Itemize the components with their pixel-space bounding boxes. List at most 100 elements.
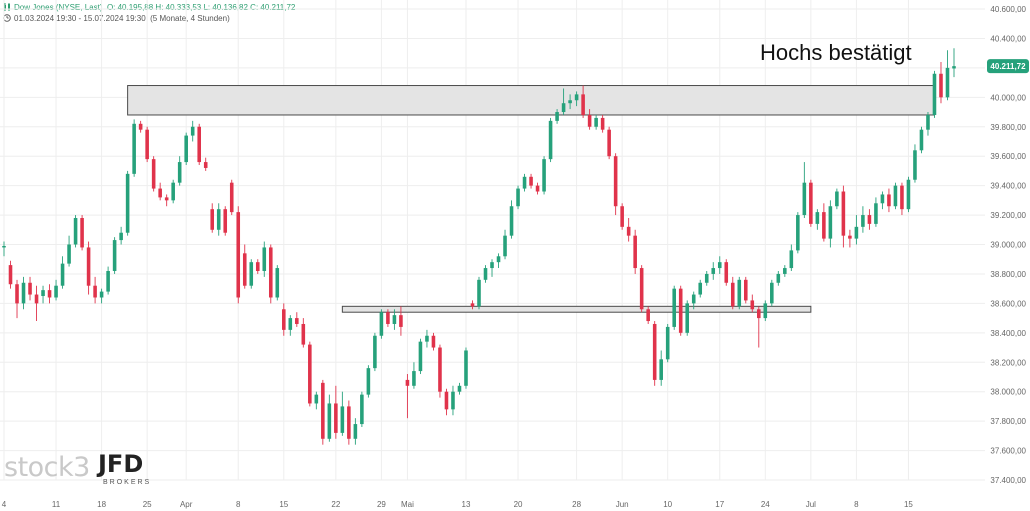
- candle-body-up: [451, 391, 455, 410]
- candle-body-up: [952, 66, 956, 69]
- candle-body-down: [470, 303, 475, 307]
- candle-body-up: [945, 67, 950, 98]
- candle-body-down: [646, 309, 650, 322]
- candle-body-up: [516, 188, 520, 207]
- candle-body-up: [73, 218, 78, 245]
- y-tick-label: 40.600,00: [990, 5, 1026, 14]
- candle-body-down: [197, 126, 201, 163]
- candle-body-up: [522, 176, 527, 189]
- candle-body-down: [145, 129, 149, 160]
- candle-body-up: [783, 268, 787, 274]
- y-tick-label: 37.800,00: [990, 417, 1026, 426]
- candle-body-down: [613, 156, 618, 207]
- candle-body-up: [249, 262, 254, 286]
- candle-body-down: [841, 191, 846, 236]
- candle-body-up: [464, 350, 468, 386]
- stock3-logo-text: stock3: [4, 452, 90, 483]
- candle-body-down: [607, 129, 611, 157]
- candle-body-up: [41, 290, 45, 297]
- candle-body-down: [295, 318, 299, 324]
- y-tick-label: 40.400,00: [990, 34, 1026, 43]
- x-tick-label: 24: [761, 500, 770, 509]
- y-tick-label: 38.000,00: [990, 388, 1026, 397]
- resistance-zone: [127, 85, 935, 116]
- candle-body-down: [678, 288, 683, 333]
- y-tick-label: 37.400,00: [990, 476, 1026, 485]
- candle-body-down: [743, 279, 748, 301]
- candle-body-up: [366, 368, 371, 395]
- candle-body-up: [373, 335, 377, 369]
- y-tick-label: 37.600,00: [990, 447, 1026, 456]
- candle-body-up: [262, 247, 267, 271]
- candle-body-up: [60, 263, 65, 286]
- broker-logo: stock3 JFD BROKERS: [4, 450, 149, 486]
- candle-body-up: [796, 215, 800, 251]
- y-tick-label: 38.800,00: [990, 270, 1026, 279]
- y-tick-label: 40.000,00: [990, 93, 1026, 102]
- candle-body-down: [15, 284, 19, 304]
- candle-body-up: [802, 182, 807, 216]
- candle-body-down: [444, 391, 449, 410]
- candle-body-down: [405, 379, 410, 386]
- candle-body-down: [93, 285, 97, 298]
- last-price-tag: [987, 59, 1029, 74]
- candle-body-down: [399, 315, 403, 327]
- candle-body-up: [412, 371, 416, 386]
- y-tick-label: 39.600,00: [990, 152, 1026, 161]
- candle-body-down: [255, 262, 260, 271]
- candle-body-up: [418, 341, 423, 372]
- candle-body-up: [99, 291, 104, 298]
- candle-body-up: [594, 117, 598, 127]
- candle-body-up: [698, 282, 703, 295]
- instrument-name: Dow Jones (NYSE, Last): [14, 3, 103, 12]
- candle-body-down: [210, 209, 215, 230]
- candle-body-up: [54, 285, 58, 298]
- candle-body-up: [737, 279, 742, 307]
- chart-annotation: Hochs bestätigt: [760, 40, 912, 65]
- candle-body-up: [893, 185, 898, 207]
- candle-body-down: [757, 309, 761, 319]
- date-range: 01.03.2024 19:30 - 15.07.2024 19:30: [14, 14, 146, 23]
- candle-body-up: [568, 100, 572, 104]
- x-tick-label: 8: [236, 500, 241, 509]
- candle-body-up: [906, 179, 911, 210]
- candle-body-up: [457, 385, 462, 392]
- x-tick-label: 13: [462, 500, 471, 509]
- candle-body-up: [854, 226, 859, 239]
- candle-body-up: [477, 279, 481, 307]
- candle-body-up: [789, 250, 794, 269]
- candle-body-down: [229, 182, 234, 213]
- support-zone: [341, 305, 812, 313]
- candle-body-up: [340, 406, 345, 433]
- candle-body-up: [184, 135, 188, 163]
- x-tick-label: Apr: [180, 500, 193, 509]
- y-tick-label: 39.800,00: [990, 123, 1026, 132]
- candle-body-up: [704, 273, 709, 283]
- candle-body-up: [425, 335, 429, 342]
- candle-body-up: [542, 159, 546, 192]
- y-tick-label: 39.400,00: [990, 182, 1026, 191]
- candle-body-up: [919, 129, 924, 151]
- y-tick-label: 39.200,00: [990, 211, 1026, 220]
- candle-body-down: [242, 253, 247, 286]
- candle-body-up: [770, 282, 774, 304]
- candle-body-down: [138, 123, 143, 130]
- candle-body-up: [171, 182, 175, 201]
- candle-body-down: [750, 300, 755, 310]
- candle-body-up: [672, 288, 676, 327]
- candle-body-down: [282, 309, 286, 330]
- candlestick-icon: [4, 3, 10, 11]
- candle-body-up: [392, 315, 397, 324]
- candle-body-up: [190, 126, 195, 136]
- candle-body-down: [347, 406, 351, 439]
- jfd-logo-text: JFD: [98, 450, 144, 478]
- candle-body-down: [620, 206, 624, 227]
- x-tick-label: 10: [663, 500, 672, 509]
- candle-body-down: [724, 262, 729, 283]
- candle-body-up: [665, 326, 670, 360]
- candle-body-down: [308, 344, 312, 404]
- candle-body-down: [223, 209, 228, 233]
- candle-body-up: [659, 359, 663, 380]
- candle-body-down: [535, 185, 540, 192]
